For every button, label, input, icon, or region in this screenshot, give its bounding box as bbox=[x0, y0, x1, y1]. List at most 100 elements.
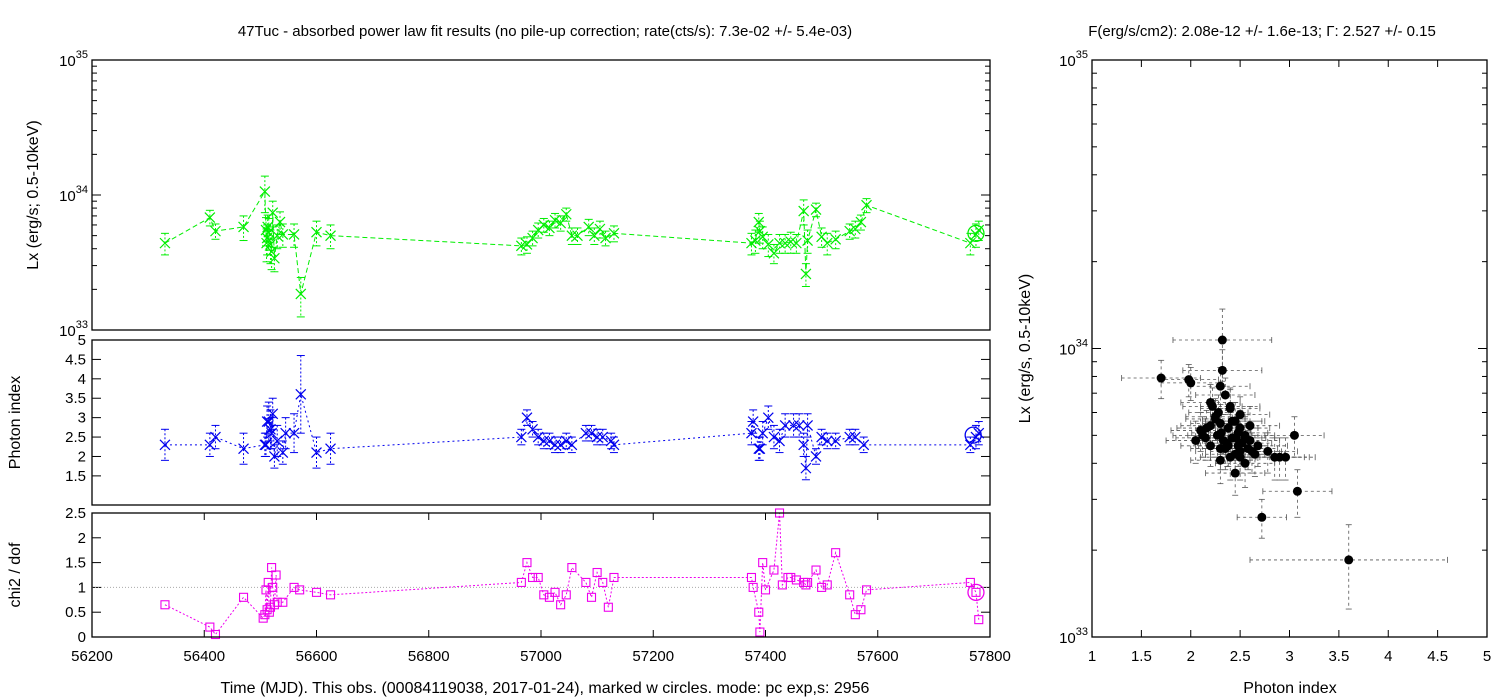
data-point-mark bbox=[830, 233, 842, 245]
data-point-mark bbox=[769, 565, 779, 575]
y-tick-label: 4 bbox=[78, 371, 86, 388]
data-point-mark bbox=[597, 431, 609, 443]
data-point-mark bbox=[964, 237, 976, 249]
data-point-mark bbox=[543, 435, 555, 447]
data-point-mark bbox=[768, 247, 780, 259]
data-point-mark bbox=[311, 226, 322, 238]
data-point-mark bbox=[280, 427, 292, 439]
data-point-mark bbox=[791, 575, 801, 585]
data-point-mark bbox=[798, 205, 810, 217]
scatter-point bbox=[1216, 428, 1226, 438]
scatter-point bbox=[1344, 555, 1354, 565]
data-point-mark bbox=[600, 232, 611, 244]
data-point-mark bbox=[822, 580, 832, 590]
x-tick-label: 57600 bbox=[857, 648, 899, 665]
data-point-mark bbox=[855, 216, 867, 228]
data-point-mark bbox=[594, 223, 606, 235]
y-tick-label: 1033 bbox=[1059, 626, 1088, 647]
time-panels-title: 47Tuc - absorbed power law fit results (… bbox=[238, 23, 852, 40]
data-point-mark bbox=[861, 585, 872, 595]
scatter-point bbox=[1289, 430, 1299, 440]
data-point-mark bbox=[777, 580, 787, 590]
data-point-mark bbox=[760, 585, 771, 595]
x-tick-label: 57200 bbox=[632, 648, 674, 665]
scatter-point bbox=[1223, 423, 1233, 433]
data-point-mark bbox=[817, 582, 827, 592]
data-point-mark bbox=[262, 221, 274, 233]
data-point-mark bbox=[598, 577, 608, 587]
y-tick-label: 1033 bbox=[59, 319, 88, 340]
data-point-mark bbox=[749, 235, 761, 246]
data-point-mark bbox=[325, 230, 336, 242]
chi2-series-line bbox=[164, 512, 980, 636]
scatter-point bbox=[1215, 455, 1225, 465]
scatter-point bbox=[1245, 421, 1255, 431]
scatter-point bbox=[1231, 433, 1241, 443]
data-point-mark bbox=[845, 590, 855, 600]
x-tick-label: 57400 bbox=[745, 648, 787, 665]
lx-time-frame bbox=[91, 59, 991, 331]
data-point-mark bbox=[572, 230, 583, 242]
data-point-mark bbox=[762, 239, 774, 250]
y-tick-label: 1035 bbox=[59, 49, 88, 70]
lx-series-line bbox=[164, 189, 980, 295]
data-point-mark bbox=[311, 587, 322, 597]
data-point-mark bbox=[238, 592, 249, 602]
y-tick-label: 1034 bbox=[59, 184, 88, 205]
x-tick-label: 2.5 bbox=[1230, 648, 1251, 665]
data-point-mark bbox=[516, 577, 526, 587]
data-point-mark bbox=[844, 225, 856, 237]
y-tick-label: 1 bbox=[78, 579, 86, 596]
data-point-mark bbox=[755, 627, 765, 637]
scatter-point bbox=[1243, 444, 1253, 454]
data-point-mark bbox=[560, 435, 572, 447]
data-point-mark bbox=[295, 388, 307, 400]
data-point-mark bbox=[210, 225, 221, 237]
scatter-point bbox=[1191, 435, 1201, 445]
data-point-mark bbox=[821, 237, 833, 249]
scatter-frame bbox=[1091, 59, 1488, 638]
scatter-point bbox=[1217, 365, 1227, 375]
x-tick-label: 2 bbox=[1187, 648, 1195, 665]
data-point-mark bbox=[762, 412, 774, 424]
x-tick-label: 57000 bbox=[520, 648, 562, 665]
data-point-mark bbox=[831, 548, 841, 558]
data-point-mark bbox=[816, 431, 828, 443]
data-point-mark bbox=[274, 216, 286, 228]
data-point-mark bbox=[754, 607, 764, 617]
current-obs-circle bbox=[967, 583, 985, 602]
scatter-point bbox=[1240, 458, 1250, 468]
data-point-mark bbox=[592, 567, 602, 578]
scatter-point bbox=[1235, 452, 1245, 462]
y-tick-label: 1035 bbox=[1059, 49, 1088, 70]
data-point-mark bbox=[583, 221, 595, 233]
scatter-point bbox=[1206, 397, 1215, 407]
data-point-mark bbox=[608, 439, 620, 451]
data-point-mark bbox=[522, 558, 532, 568]
data-point-mark bbox=[210, 629, 221, 640]
y-tick-label: 2 bbox=[78, 530, 86, 547]
data-point-mark bbox=[271, 570, 281, 580]
data-point-mark bbox=[754, 443, 766, 455]
scatter-point bbox=[1215, 381, 1225, 391]
photon-time-panel: 1.5 2 2.5 3 3.5 4 4.5 5 Photon index bbox=[7, 332, 990, 485]
data-point-mark bbox=[774, 435, 785, 447]
data-point-mark bbox=[549, 439, 561, 451]
data-point-mark bbox=[858, 439, 870, 451]
data-point-mark bbox=[774, 237, 785, 249]
data-point-mark bbox=[811, 565, 821, 575]
chi2-time-panel: 0 0.5 1 1.5 2 2.5 56200 56400 56600 56800 57000 572… bbox=[7, 505, 1011, 665]
data-point-mark bbox=[757, 231, 769, 243]
data-point-mark bbox=[746, 572, 757, 583]
data-point-mark bbox=[786, 572, 796, 583]
data-point-mark bbox=[785, 236, 797, 248]
data-point-mark bbox=[538, 435, 550, 447]
data-point-mark bbox=[971, 587, 981, 597]
data-point-mark bbox=[973, 427, 985, 439]
x-tick-label: 4.5 bbox=[1427, 648, 1448, 665]
data-point-mark bbox=[521, 412, 533, 424]
data-point-mark bbox=[581, 577, 591, 587]
data-point-mark bbox=[603, 602, 613, 612]
data-point-mark bbox=[758, 558, 768, 568]
data-point-mark bbox=[810, 204, 822, 215]
